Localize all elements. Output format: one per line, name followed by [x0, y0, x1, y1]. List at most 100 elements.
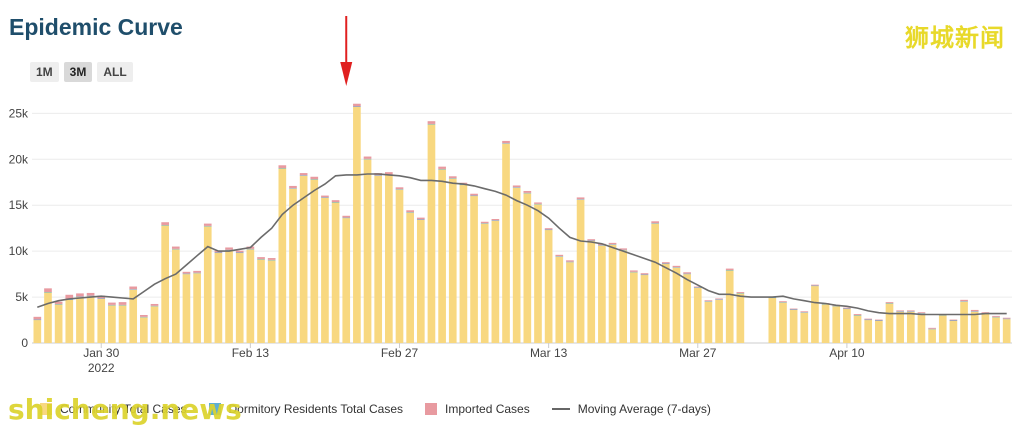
bar-community — [225, 250, 233, 343]
bar-dormitory — [619, 249, 628, 251]
y-tick-label: 5k — [15, 290, 29, 304]
bar-imported — [54, 301, 63, 304]
bar-imported — [811, 284, 819, 286]
bar-community — [171, 249, 180, 343]
bar-dormitory — [129, 289, 138, 290]
bar-community — [310, 179, 319, 343]
bar-imported — [416, 217, 425, 220]
bar-community — [299, 175, 308, 343]
bar-imported — [875, 319, 883, 321]
bar-dormitory — [779, 302, 787, 303]
legend-swatch-community — [40, 403, 52, 415]
bar-dormitory — [214, 252, 223, 254]
bar-dormitory — [811, 285, 819, 287]
bar-community — [832, 306, 841, 343]
bar-imported — [203, 223, 212, 226]
bar-imported — [779, 301, 787, 303]
bar-imported — [363, 156, 372, 159]
bar-community — [875, 320, 883, 343]
bar-dormitory — [736, 292, 745, 294]
bar-community — [342, 218, 351, 343]
bar-imported — [44, 288, 52, 293]
bar-community — [491, 220, 500, 343]
legend-item-dormitory[interactable]: Dormitory Residents Total Cases — [208, 402, 403, 416]
y-tick-label: 20k — [9, 152, 29, 166]
bar-dormitory — [598, 245, 606, 246]
bar-dormitory — [725, 269, 734, 271]
bar-imported — [225, 247, 233, 250]
bar-community — [76, 297, 84, 343]
range-3m-button[interactable]: 3M — [63, 62, 93, 82]
legend-item-community[interactable]: Community Total Cases — [40, 402, 187, 416]
y-tick-label: 25k — [9, 106, 29, 120]
bar-dormitory — [587, 240, 596, 242]
legend-label-moving-average: Moving Average (7-days) — [577, 402, 711, 416]
bar-imported — [235, 250, 244, 253]
bar-imported — [800, 311, 809, 313]
bar-community — [906, 311, 915, 343]
bar-community — [970, 311, 979, 343]
bar-community — [289, 188, 297, 343]
bar-imported — [193, 270, 201, 273]
bar-dormitory — [86, 295, 95, 297]
moving-average-line — [37, 173, 1007, 316]
bar-dormitory — [363, 158, 372, 160]
legend-item-imported[interactable]: Imported Cases — [425, 402, 530, 416]
bar-community — [470, 196, 478, 343]
bar-community — [768, 297, 777, 343]
bar-community — [683, 274, 691, 343]
bar-imported — [672, 265, 681, 268]
bar-community — [938, 315, 947, 343]
bar-imported — [534, 202, 542, 204]
bar-imported — [608, 242, 617, 245]
annotation-layer — [340, 16, 353, 86]
bar-dormitory — [512, 187, 521, 188]
bar-imported — [257, 257, 265, 259]
legend-label-imported: Imported Cases — [445, 402, 530, 416]
bar-imported — [661, 262, 670, 264]
bar-community — [800, 312, 809, 343]
bar-community — [896, 311, 904, 343]
bar-imported — [523, 190, 532, 193]
bar-community — [150, 306, 159, 343]
watermark-logo-en: shicheng.news — [8, 393, 242, 426]
bar-community — [406, 212, 414, 343]
bar-dormitory — [448, 178, 457, 179]
bar-dormitory — [470, 195, 478, 197]
bar-dormitory — [992, 316, 1000, 318]
bar-community — [214, 252, 223, 343]
bar-dormitory — [928, 328, 936, 330]
bar-imported — [33, 316, 42, 320]
bar-dormitory — [960, 301, 968, 302]
bar-dormitory — [171, 248, 180, 250]
x-tick-label: Mar 13 — [530, 346, 568, 360]
bar-community — [33, 320, 42, 343]
x-tick-sublabel: 2022 — [88, 361, 115, 375]
legend-swatch-moving-average — [551, 408, 570, 410]
bar-dormitory — [683, 273, 691, 275]
bar-imported — [86, 292, 95, 296]
bar-community — [619, 250, 628, 343]
bar-imported — [619, 248, 628, 250]
bar-community — [566, 262, 574, 343]
chart-legend: Community Total Cases Dormitory Resident… — [40, 402, 711, 416]
bar-dormitory — [789, 309, 798, 310]
bar-dormitory — [108, 304, 116, 306]
range-all-button[interactable]: ALL — [97, 62, 133, 82]
bar-dormitory — [235, 252, 244, 254]
range-1m-button[interactable]: 1M — [30, 62, 59, 82]
bar-dormitory — [970, 311, 979, 312]
bar-community — [385, 174, 393, 343]
bar-dormitory — [864, 319, 873, 321]
bar-imported — [182, 271, 191, 274]
bar-dormitory — [853, 314, 862, 316]
bar-community — [587, 241, 596, 343]
bar-dormitory — [704, 301, 713, 302]
bar-imported — [406, 210, 414, 213]
bar-community — [981, 313, 990, 343]
legend-item-moving-average[interactable]: Moving Average (7-days) — [551, 402, 711, 416]
bar-dormitory — [906, 311, 915, 312]
bar-dormitory — [896, 311, 904, 312]
chart-title: Epidemic Curve — [9, 14, 183, 40]
